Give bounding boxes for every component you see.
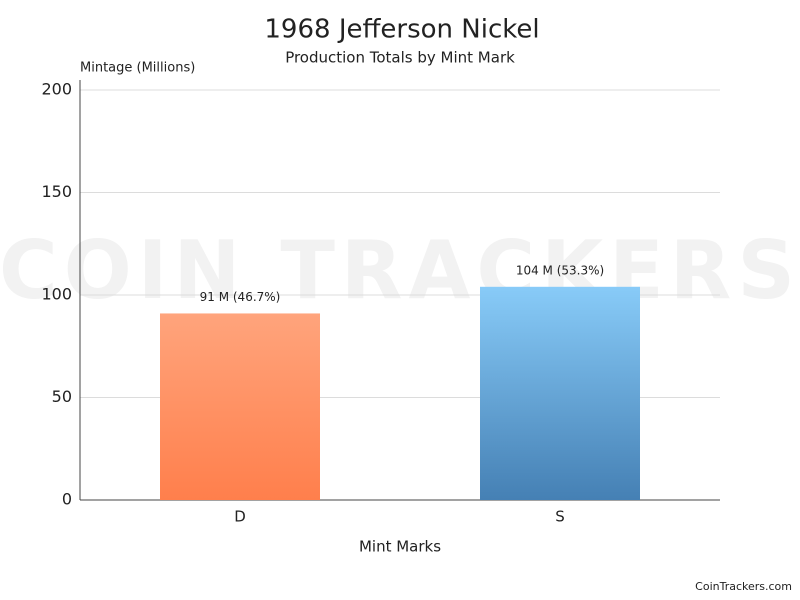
y-tick-label: 0 xyxy=(62,490,72,509)
bar xyxy=(480,286,640,500)
y-tick-label: 150 xyxy=(41,182,72,201)
y-tick-label: 200 xyxy=(41,80,72,99)
bar xyxy=(160,313,320,500)
x-tick-label: S xyxy=(555,508,565,526)
chart-title: 1968 Jefferson Nickel xyxy=(264,15,539,45)
value-label: 91 M (46.7%) xyxy=(200,290,281,304)
watermark: COIN TRACKERS xyxy=(0,224,800,317)
value-label: 104 M (53.3%) xyxy=(516,263,604,277)
y-tick-label: 100 xyxy=(41,285,72,304)
credit: CoinTrackers.com xyxy=(695,580,792,593)
x-tick-label: D xyxy=(234,508,246,526)
chart-subtitle: Production Totals by Mint Mark xyxy=(285,49,515,67)
y-tick-label: 50 xyxy=(52,387,72,406)
x-axis-label: Mint Marks xyxy=(359,538,441,556)
y-axis-label: Mintage (Millions) xyxy=(80,61,195,76)
